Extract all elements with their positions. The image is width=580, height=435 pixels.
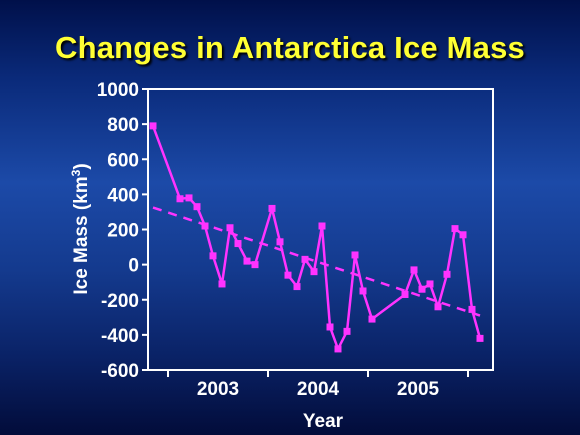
data-point <box>443 270 451 278</box>
data-point <box>359 287 367 295</box>
x-tick-label: 2004 <box>297 379 340 400</box>
data-point <box>226 224 234 232</box>
data-point <box>193 203 201 211</box>
data-point <box>459 231 467 239</box>
data-point <box>426 280 434 288</box>
y-tick-label: 0 <box>128 256 139 277</box>
data-point <box>401 290 409 298</box>
data-point <box>268 204 276 212</box>
data-point <box>343 327 351 335</box>
data-point <box>318 222 326 230</box>
data-point <box>276 238 284 246</box>
data-point <box>326 323 334 331</box>
y-tick-label: -400 <box>101 326 139 347</box>
data-point <box>434 303 442 311</box>
data-point <box>351 251 359 259</box>
data-point <box>251 261 259 269</box>
x-tick-label: 2005 <box>397 379 440 400</box>
y-tick-label: -600 <box>101 361 139 382</box>
data-point <box>310 268 318 276</box>
data-point <box>368 315 376 323</box>
chart-title: Changes in Antarctica Ice Mass <box>54 30 526 65</box>
y-tick-label: 1000 <box>97 80 139 101</box>
data-point <box>451 225 459 233</box>
data-point <box>301 255 309 263</box>
y-axis-title: Ice Mass (km3) <box>69 163 92 294</box>
data-point <box>476 334 484 342</box>
data-point <box>468 305 476 313</box>
x-tick-label: 2003 <box>197 379 239 400</box>
data-point <box>243 257 251 265</box>
y-tick-label: 200 <box>107 221 139 242</box>
y-axis-title-superscript: 3 <box>69 169 83 176</box>
ice-mass-series-line <box>151 125 482 351</box>
data-point <box>185 194 193 202</box>
data-point <box>410 266 418 274</box>
y-tick-label: 400 <box>107 185 139 206</box>
y-tick-label: -200 <box>101 291 139 312</box>
data-point <box>149 122 157 130</box>
data-point <box>234 240 242 248</box>
data-point <box>418 285 426 293</box>
data-point <box>209 252 217 260</box>
data-point <box>334 345 342 353</box>
data-point <box>218 280 226 288</box>
data-point <box>284 271 292 279</box>
data-point <box>293 283 301 291</box>
y-tick-label: 600 <box>107 150 139 171</box>
data-point <box>176 195 184 203</box>
y-tick-label: 800 <box>107 115 139 136</box>
x-axis-title: Year <box>303 411 344 432</box>
